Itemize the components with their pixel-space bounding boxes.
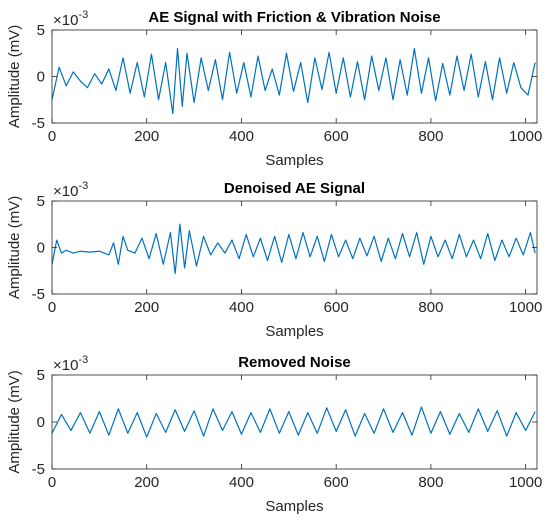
x-axis-label: Samples: [265, 323, 323, 340]
x-tick-label: 200: [134, 128, 159, 145]
x-tick-label: 800: [418, 128, 443, 145]
x-tick-label: 1000: [509, 299, 542, 316]
y-exponent-base: ×10: [53, 357, 78, 374]
x-tick-label: 0: [48, 299, 56, 316]
chart-panel-3: Removed Noise ×10-3 Samples Amplitude (m…: [6, 354, 542, 515]
y-tick-label: -5: [32, 461, 45, 478]
y-tick-label: -5: [32, 115, 45, 132]
x-tick-label: 200: [134, 299, 159, 316]
x-tick-label: 400: [229, 474, 254, 491]
x-axis-label: Samples: [265, 152, 323, 169]
y-tick-label: 5: [37, 193, 45, 210]
x-axis-label: Samples: [265, 498, 323, 515]
x-tick-label: 800: [418, 299, 443, 316]
y-exponent: ×10-3: [53, 9, 88, 29]
y-tick-label: 5: [37, 367, 45, 384]
x-tick-label: 1000: [509, 128, 542, 145]
chart-title: AE Signal with Friction & Vibration Nois…: [148, 9, 440, 26]
chart-panel-1: AE Signal with Friction & Vibration Nois…: [6, 9, 542, 169]
signal-line: [51, 406, 536, 438]
y-exponent-power: -3: [78, 354, 88, 366]
y-tick-label: -5: [32, 286, 45, 303]
x-tick-label: 0: [48, 128, 56, 145]
x-tick-label: 0: [48, 474, 56, 491]
x-tick-label: 600: [324, 299, 349, 316]
y-axis-label: Amplitude (mV): [6, 196, 23, 299]
y-exponent-base: ×10: [53, 12, 78, 29]
x-tick-label: 200: [134, 474, 159, 491]
x-tick-label: 800: [418, 474, 443, 491]
y-exponent-power: -3: [78, 9, 88, 21]
x-tick-label: 1000: [509, 474, 542, 491]
y-tick-label: 0: [37, 240, 45, 257]
y-tick-label: 0: [37, 69, 45, 86]
x-tick-label: 600: [324, 474, 349, 491]
x-tick-label: 400: [229, 128, 254, 145]
chart-title: Denoised AE Signal: [224, 180, 365, 197]
x-tick-label: 600: [324, 128, 349, 145]
y-tick-label: 0: [37, 414, 45, 431]
x-tick-label: 400: [229, 299, 254, 316]
y-exponent-base: ×10: [53, 183, 78, 200]
y-exponent: ×10-3: [53, 180, 88, 200]
signal-line: [51, 47, 536, 115]
signal-line: [51, 223, 536, 275]
y-axis-label: Amplitude (mV): [6, 370, 23, 473]
chart-title: Removed Noise: [238, 354, 351, 371]
chart-panel-2: Denoised AE Signal ×10-3 Samples Amplitu…: [6, 180, 542, 340]
y-exponent-power: -3: [78, 180, 88, 192]
y-exponent: ×10-3: [53, 354, 88, 374]
y-tick-label: 5: [37, 22, 45, 39]
y-axis-label: Amplitude (mV): [6, 25, 23, 128]
